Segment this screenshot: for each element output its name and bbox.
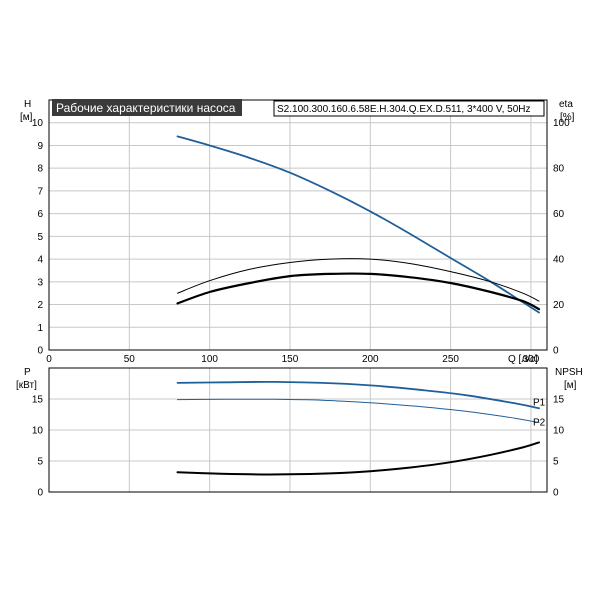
x-tick-label: 250 xyxy=(442,354,459,365)
y-tick-label: 8 xyxy=(37,164,43,175)
y-axis-unit-h: [м] xyxy=(20,112,33,123)
x-tick-label: 150 xyxy=(282,354,299,365)
y-tick-label: 6 xyxy=(37,209,43,220)
y-axis-unit-p: [кВт] xyxy=(16,380,37,391)
upper-series-0-curve xyxy=(176,135,540,314)
upper-series-2-curve xyxy=(176,272,541,311)
y2-tick-label: 0 xyxy=(553,346,559,357)
y2-tick-label: 20 xyxy=(553,300,565,311)
p2-series-label: P2 xyxy=(533,418,546,429)
upper-curves xyxy=(176,135,541,314)
y-tick-label: 3 xyxy=(37,277,43,288)
y-tick-label: 5 xyxy=(37,232,43,243)
npsh-tick-label: 15 xyxy=(553,395,565,406)
upper-plot-frame xyxy=(48,99,548,351)
p2-curve xyxy=(177,398,540,424)
title-background xyxy=(52,99,242,116)
y-tick-label: 9 xyxy=(37,141,43,152)
x-tick-label: 50 xyxy=(124,354,136,365)
lower-tick-labels: 0 5 10 15 0 5 10 15 xyxy=(32,395,565,499)
y-tick-label: 2 xyxy=(37,300,43,311)
p-tick-label: 0 xyxy=(37,488,43,499)
x-tick-label: 0 xyxy=(46,354,52,365)
npsh-tick-label: 0 xyxy=(553,488,559,499)
y2-axis-unit-npsh: [м] xyxy=(564,380,577,391)
y2-axis-unit-eta: [%] xyxy=(560,112,575,123)
x-axis-label: Q [л/с] xyxy=(508,354,538,365)
y2-tick-label: 100 xyxy=(553,118,570,129)
y-tick-label: 7 xyxy=(37,186,43,197)
p1-curve xyxy=(176,380,540,410)
upper-series-1-curve xyxy=(177,258,540,302)
x-tick-label: 100 xyxy=(201,354,218,365)
x-tick-label: 300 xyxy=(523,354,540,365)
y-tick-label: 1 xyxy=(37,323,43,334)
npsh-tick-label: 10 xyxy=(553,426,565,437)
y2-tick-label: 40 xyxy=(553,255,565,266)
lower-series-2-curve xyxy=(176,441,540,476)
y-axis-label-p: P xyxy=(24,367,31,378)
p-tick-label: 15 xyxy=(32,395,44,406)
p-tick-label: 5 xyxy=(37,457,43,468)
p-tick-label: 10 xyxy=(32,426,44,437)
y-axis-label-h: H xyxy=(24,99,31,110)
upper-grid xyxy=(48,100,547,351)
lower-curves: P1 P2 xyxy=(176,380,546,476)
chart-title: Рабочие характеристики насоса xyxy=(56,101,236,115)
model-label: S2.100.300.160.6.58E.H.304.Q.EX.D.511, 3… xyxy=(277,104,531,115)
lower-plot-frame xyxy=(48,367,548,493)
model-box xyxy=(273,100,545,117)
y2-axis-label-eta: eta xyxy=(559,99,573,110)
y2-tick-label: 60 xyxy=(553,209,565,220)
y-tick-label: 10 xyxy=(32,118,44,129)
y2-tick-label: 80 xyxy=(553,164,565,175)
y-tick-label: 4 xyxy=(37,255,43,266)
x-tick-label: 200 xyxy=(362,354,379,365)
y-tick-label: 0 xyxy=(37,346,43,357)
npsh-tick-label: 5 xyxy=(553,457,559,468)
p1-series-label: P1 xyxy=(533,397,546,408)
y2-axis-label-npsh: NPSH xyxy=(555,367,583,378)
